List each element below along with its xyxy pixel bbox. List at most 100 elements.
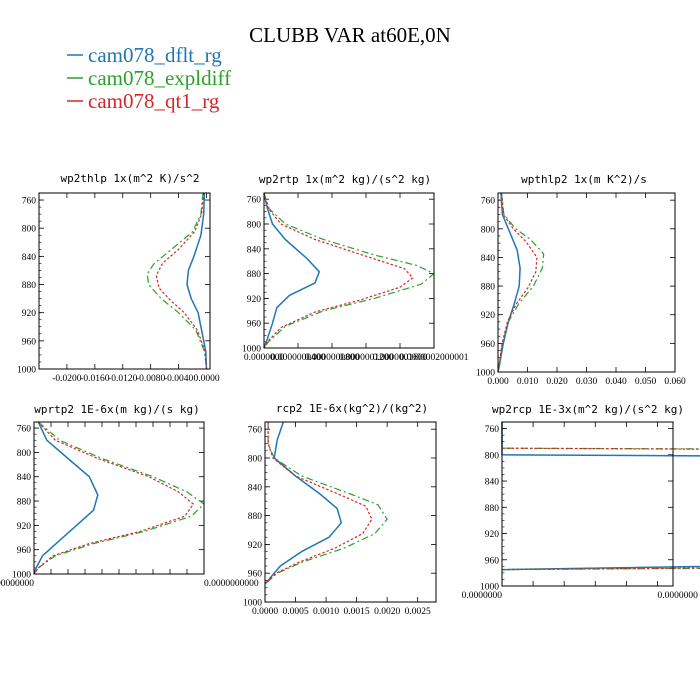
y-tick-label: 840 [481, 254, 496, 264]
y-tick-label: 840 [485, 478, 500, 488]
y-tick-label: 800 [485, 451, 500, 461]
x-tick-label: 0.040 [605, 377, 627, 387]
panel-title: wprtp2 1E-6x(m kg)/(s kg) [34, 403, 200, 416]
x-tick-label: 0.010 [517, 377, 539, 387]
x-tick-label: 0.0025 [405, 607, 431, 617]
legend-label-2: cam078_qt1_rg [88, 89, 220, 113]
series-line-cam078_qt1_rg [155, 192, 208, 370]
x-tick-label: 0.0020 [374, 607, 400, 617]
x-tick-label: 0.0000000 [244, 353, 285, 363]
y-tick-label: 760 [22, 197, 37, 207]
y-tick-label: 960 [485, 556, 500, 566]
x-tick-label: 0.030 [576, 377, 598, 387]
series-line-cam078_dflt_rg [186, 192, 208, 370]
y-tick-label: 800 [22, 225, 37, 235]
x-tick-label: -0.0200 [52, 374, 82, 384]
panel-title: wp2thlp 1x(m^2 K)/s^2 [60, 172, 199, 185]
y-tick-label: 960 [17, 546, 32, 556]
series-line-cam078_qt1_rg [263, 192, 414, 349]
y-tick-label: 880 [22, 281, 37, 291]
x-tick-label: 0.050 [635, 377, 657, 387]
panel-5: wp2rcp 1E-3x(m^2 kg)/(s^2 kg) 760 800 840 88… [462, 403, 700, 601]
y-tick-label: 1000 [12, 571, 31, 581]
series-line-cam078_qt1_rg [497, 192, 538, 373]
panel-4: rcp2 1E-6x(kg^2)/(kg^2) 760 800 840 880 920 96… [243, 402, 437, 617]
y-tick-label: 920 [248, 541, 263, 551]
series-line-cam078_expldiff [33, 421, 205, 575]
x-tick-label: -0.0040 [164, 374, 194, 384]
panel-title: wp2rcp 1E-3x(m^2 kg)/(s^2 kg) [492, 403, 684, 416]
plot-frame [497, 192, 676, 373]
x-tick-label: 0.0000000 [462, 591, 503, 601]
series-line-cam078_expldiff [501, 422, 700, 571]
panel-3: wprtp2 1E-6x(m kg)/(s kg)760 800 840 880 920… [0, 403, 259, 589]
x-tick-label: 0.0000000800 [305, 353, 360, 363]
y-tick-label: 760 [485, 425, 500, 435]
figure-title: CLUBB VAR at60E,0N [249, 23, 451, 47]
panel-title: rcp2 1E-6x(kg^2)/(kg^2) [276, 402, 428, 415]
series-line-cam078_qt1_rg [264, 422, 373, 585]
x-tick-label: 0.0000 [252, 607, 278, 617]
plot-frame [264, 421, 437, 603]
y-tick-label: 760 [17, 425, 32, 435]
y-tick-label: 920 [485, 530, 500, 540]
series-line-cam078_dflt_rg [501, 422, 700, 571]
x-tick-label: 0.0000000 [657, 591, 698, 601]
y-tick-label: 840 [17, 473, 32, 483]
legend-label-0: cam078_dflt_rg [88, 43, 222, 67]
y-tick-label: 1000 [17, 366, 36, 376]
plot-frame [33, 421, 205, 575]
panel-0: wp2thlp 1x(m^2 K)/s^2 760 800 840 880 920 960 1… [17, 172, 220, 384]
plot-frame [38, 192, 211, 370]
series-line-cam078_dflt_rg [264, 421, 343, 585]
series-line-cam078_dflt_rg [33, 421, 99, 575]
x-tick-label: 0.000 [487, 377, 509, 387]
y-tick-label: 840 [248, 483, 263, 493]
series-line-cam078_qt1_rg [33, 421, 194, 575]
x-tick-label: -0.0160 [80, 374, 110, 384]
y-tick-label: 1000 [242, 345, 261, 355]
x-tick-label: 0.0000000000 [0, 579, 34, 589]
legend: cam078_dflt_rgcam078_expldiffcam078_qt1_… [67, 43, 231, 113]
y-tick-label: 960 [247, 320, 262, 330]
y-tick-label: 960 [248, 570, 263, 580]
y-tick-label: 1000 [476, 369, 495, 379]
series-line-cam078_expldiff [264, 422, 388, 585]
y-tick-label: 880 [485, 504, 500, 514]
y-tick-label: 960 [22, 337, 37, 347]
x-tick-label: 0.0000000400 [271, 353, 326, 363]
series-line-cam078_expldiff [146, 192, 208, 370]
x-tick-label: 0.0015 [344, 607, 370, 617]
plot-frame [501, 421, 674, 587]
x-tick-label: -0.0120 [108, 374, 138, 384]
y-tick-label: 840 [247, 245, 262, 255]
y-tick-label: 1000 [243, 599, 262, 609]
series-line-cam078_expldiff [263, 192, 435, 349]
series-line-cam078_dflt_rg [263, 192, 321, 349]
y-tick-label: 1000 [480, 583, 499, 593]
panels: wp2thlp 1x(m^2 K)/s^2 760 800 840 880 920 960 1… [0, 172, 700, 617]
y-tick-label: 880 [481, 283, 496, 293]
x-tick-label: 0.0000000000 [204, 579, 259, 589]
y-tick-label: 880 [248, 512, 263, 522]
x-tick-label: 0.0000 [193, 374, 219, 384]
y-tick-label: 800 [247, 221, 262, 231]
panel-2: wpthlp2 1x(m K^2)/s 760 800 840 880 920 960 100… [476, 173, 686, 387]
series-line-cam078_qt1_rg [501, 422, 700, 571]
y-tick-label: 960 [481, 340, 496, 350]
x-tick-label: 0.0000001600 [373, 353, 428, 363]
y-tick-label: 840 [22, 253, 37, 263]
y-tick-label: 920 [22, 309, 37, 319]
plot-frame [263, 192, 435, 349]
x-tick-label: 0.0000001200 [339, 353, 394, 363]
x-tick-label: 0.0010 [313, 607, 339, 617]
y-tick-label: 920 [247, 295, 262, 305]
y-tick-label: 760 [481, 197, 496, 207]
panel-1: wp2rtp 1x(m^2 kg)/(s^2 kg) 760 800 840 880 92… [242, 173, 469, 363]
y-tick-label: 760 [247, 196, 262, 206]
series-line-cam078_dflt_rg [497, 192, 521, 373]
y-tick-label: 880 [247, 270, 262, 280]
series-line-cam078_expldiff [497, 192, 545, 373]
y-tick-label: 760 [248, 426, 263, 436]
